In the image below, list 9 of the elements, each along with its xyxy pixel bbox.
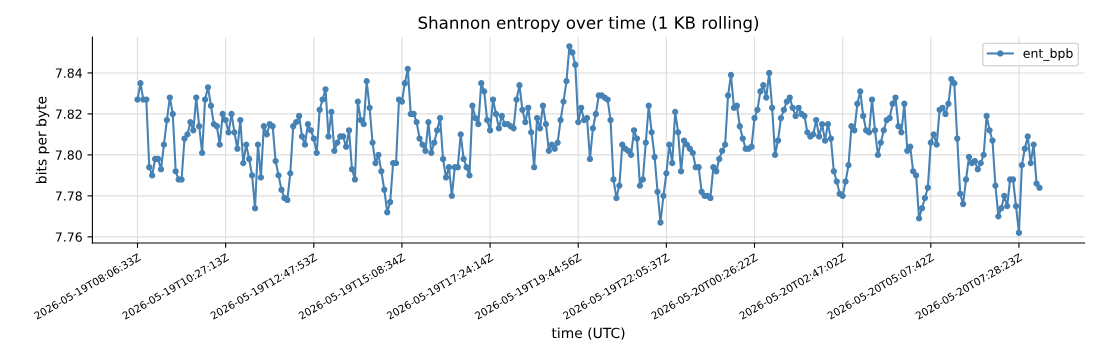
y-tick-label: 7.82 bbox=[55, 109, 82, 119]
y-tick-label: 7.78 bbox=[55, 191, 82, 201]
y-tick-label: 7.76 bbox=[55, 232, 82, 242]
legend-label: ent_bpb bbox=[1023, 48, 1073, 61]
y-axis-title: bits per byte bbox=[35, 96, 50, 183]
y-tick-label: 7.84 bbox=[55, 68, 82, 78]
x-axis-title: time (UTC) bbox=[551, 327, 625, 340]
y-tick-label: 7.80 bbox=[55, 150, 82, 160]
chart-title: Shannon entropy over time (1 KB rolling) bbox=[418, 16, 759, 33]
